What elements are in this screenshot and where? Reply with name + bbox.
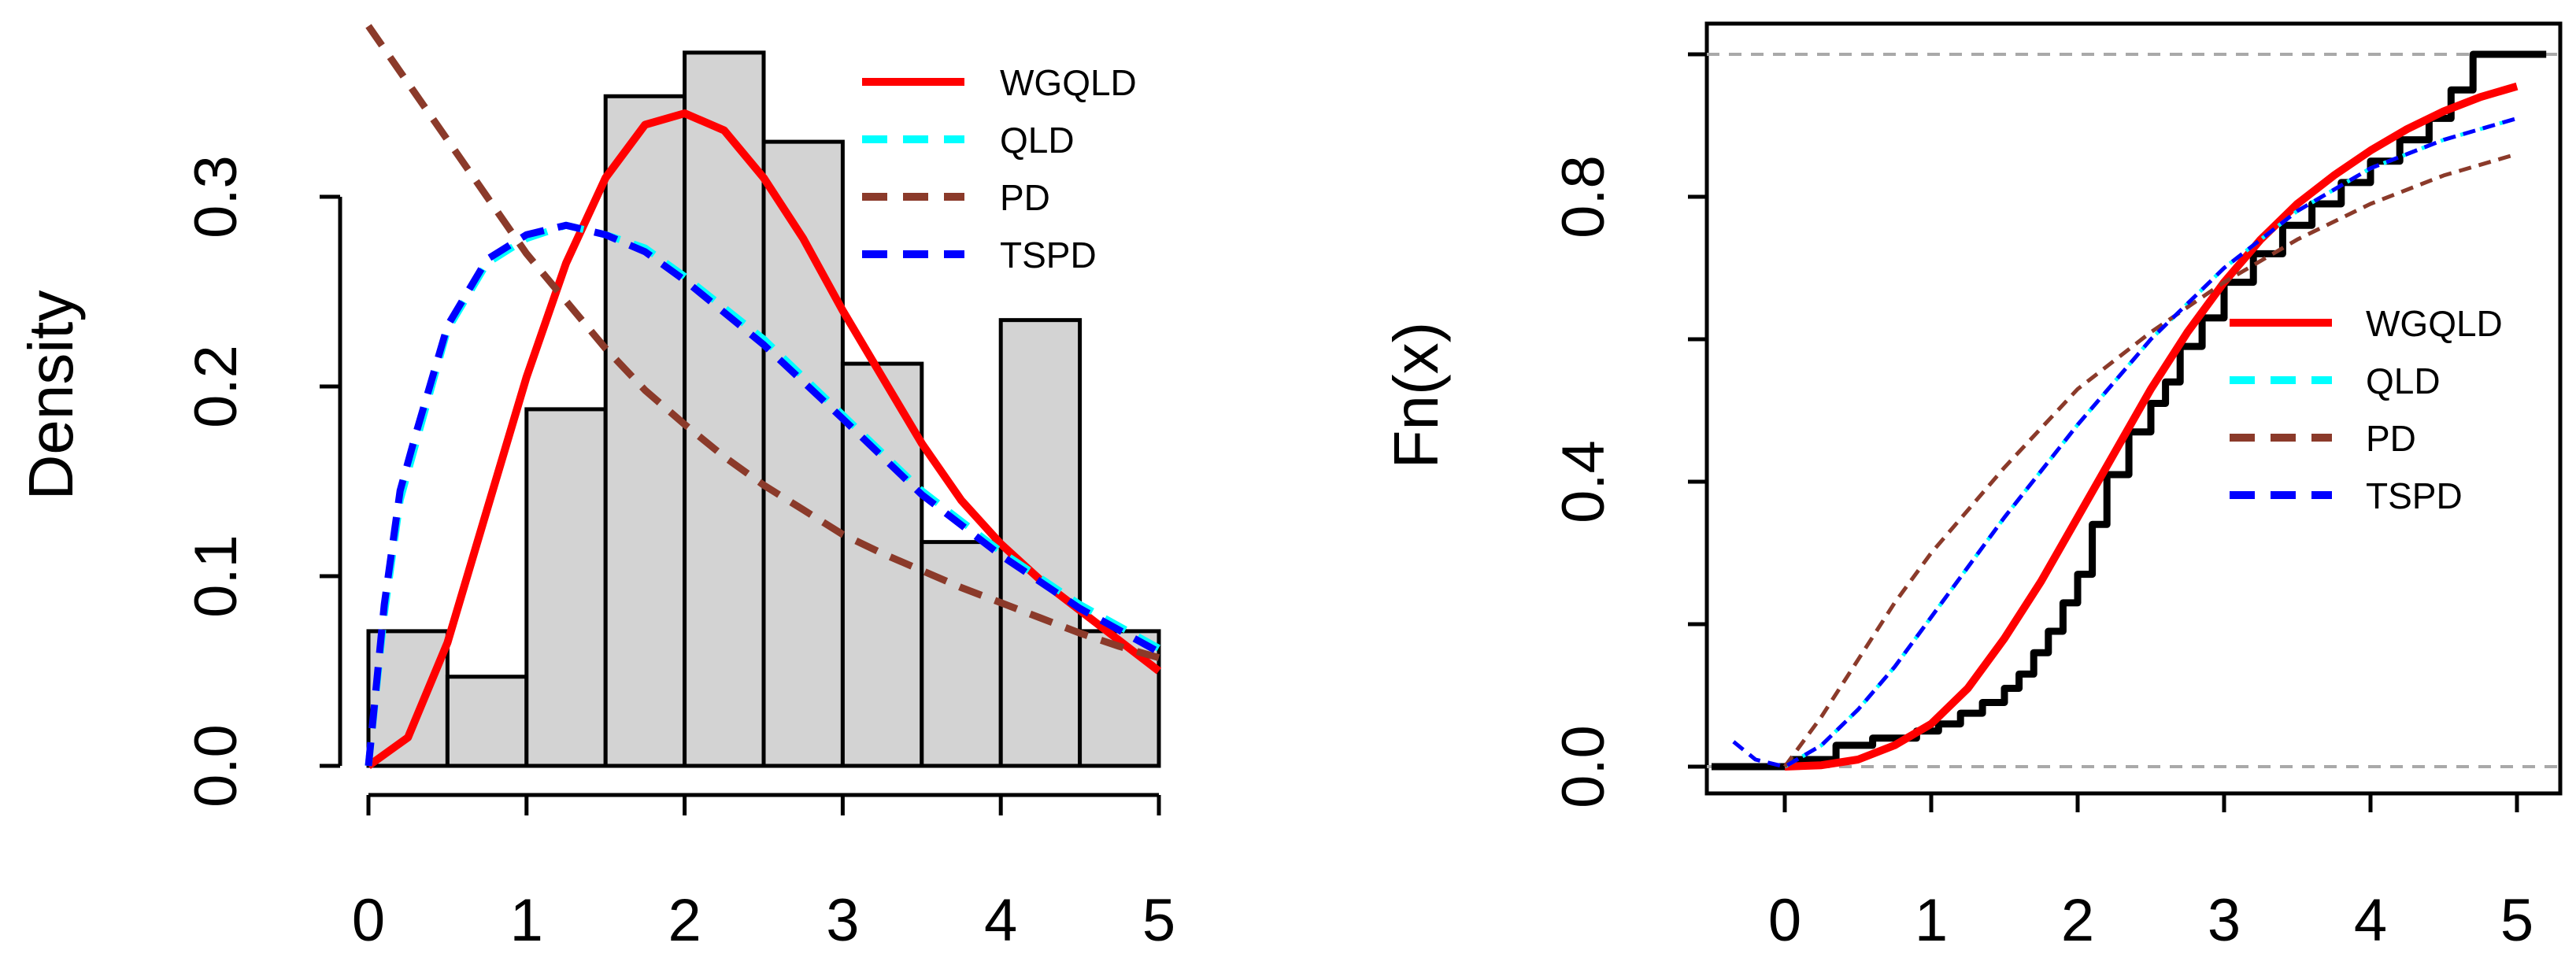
legend-label-tspd: TSPD (1000, 235, 1097, 275)
legend-label-pd: PD (1000, 177, 1050, 218)
y-tick-label: 0.4 (1550, 440, 1617, 523)
cdf-curve-wgqld (1784, 82, 2519, 771)
x-tick-label: 3 (826, 887, 859, 954)
x-tick-label: 0 (1768, 887, 1801, 954)
y-tick-label: 0.3 (183, 155, 250, 238)
cdf-curve-pd (1782, 152, 2518, 768)
y-tick-label: 0.1 (183, 534, 250, 618)
x-tick-label: 4 (2354, 887, 2387, 954)
histogram-bar (524, 407, 608, 768)
y-tick-label: 0.8 (1550, 155, 1617, 238)
y-axis-title: Fn(x) (1381, 322, 1451, 469)
plot-frame (1704, 21, 2563, 796)
y-tick-label: 0.2 (183, 345, 250, 428)
y-tick-label: 0.0 (1550, 725, 1617, 808)
x-tick-label: 1 (510, 887, 543, 954)
x-tick-label: 4 (984, 887, 1017, 954)
legend-label-pd: PD (2366, 418, 2416, 459)
histogram-bar (998, 318, 1083, 768)
x-tick-label: 5 (2500, 887, 2533, 954)
histogram-bar (683, 50, 766, 768)
histogram-bar (603, 94, 687, 768)
x-tick-label: 3 (2208, 887, 2241, 954)
x-tick-label: 5 (1142, 887, 1175, 954)
legend-label-qld: QLD (1000, 120, 1075, 161)
legend-label-wgqld: WGQLD (2366, 303, 2503, 344)
legend-label-qld: QLD (2366, 360, 2441, 401)
histogram-bar (445, 675, 529, 768)
cdf-curve-empirical (1712, 50, 2547, 771)
density-curve-tspd (365, 221, 1161, 767)
x-tick-label: 0 (352, 887, 385, 954)
x-tick-label: 2 (2061, 887, 2094, 954)
y-tick-label: 0.0 (183, 724, 250, 808)
density-curve-pd (365, 24, 1160, 661)
plot-area (1712, 50, 2547, 771)
y-axis-title: Density (16, 290, 86, 501)
x-tick-label: 1 (1915, 887, 1948, 954)
legend-label-wgqld: WGQLD (1000, 62, 1137, 103)
histogram-bar (366, 629, 450, 768)
cdf-curve-tspd (1732, 116, 2518, 769)
x-tick-label: 2 (668, 887, 701, 954)
legend-label-tspd: TSPD (2366, 475, 2463, 516)
